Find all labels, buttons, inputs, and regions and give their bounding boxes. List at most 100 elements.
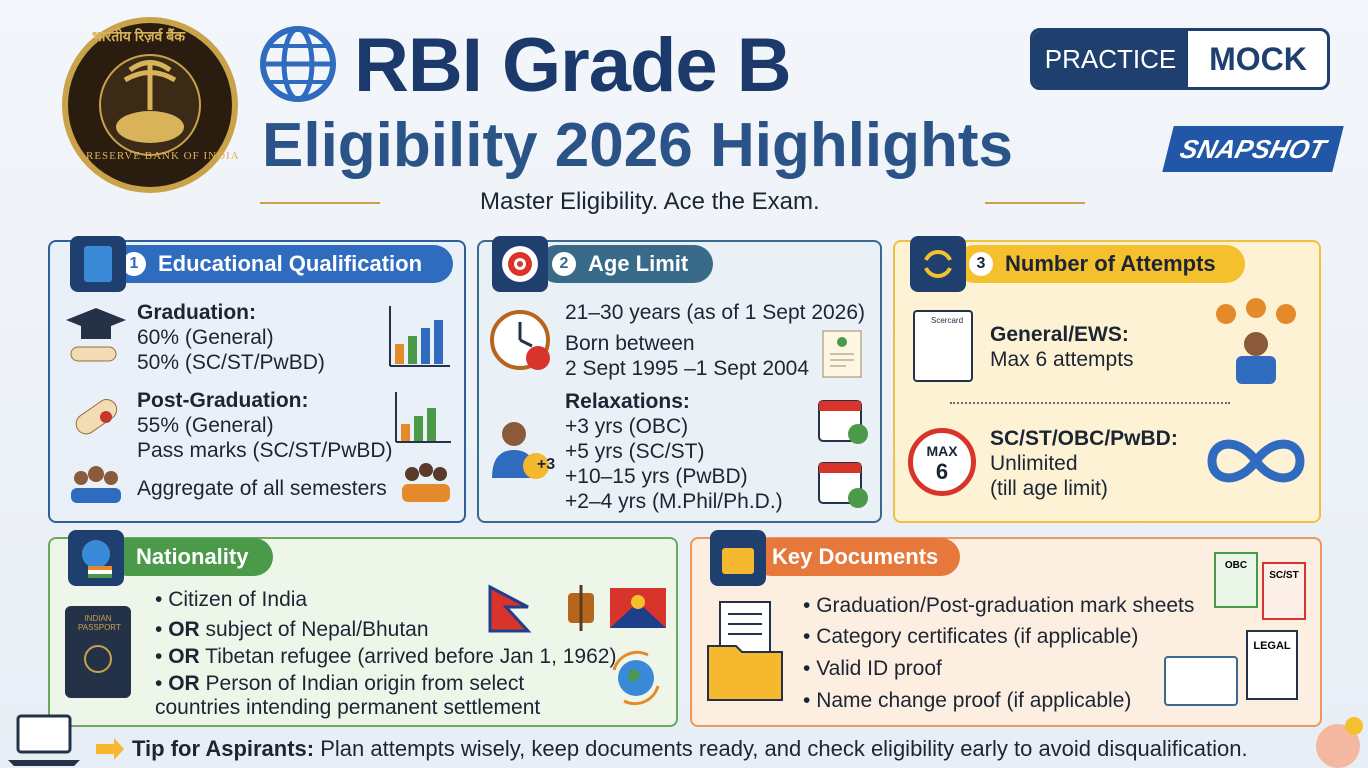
tip-text: Plan attempts wisely, keep documents rea… [320, 736, 1248, 761]
chart-icon [389, 306, 450, 367]
circle [1216, 304, 1236, 324]
rbi-emblem [62, 17, 238, 193]
text: Person of Indian origin from select coun… [155, 672, 541, 719]
list-item: Category certificates (if applicable) [803, 624, 1138, 649]
id-card-icon [1164, 656, 1238, 706]
circle [100, 411, 112, 423]
rect [819, 401, 861, 411]
brain-icon [1316, 717, 1363, 768]
path [924, 250, 952, 278]
folder [722, 548, 754, 574]
circle [104, 471, 118, 485]
prayer-wheel [568, 585, 594, 631]
list-item: OR subject of Nepal/Bhutan [155, 617, 428, 642]
refresh [924, 250, 952, 278]
section-number: 1 [122, 252, 146, 276]
user-cycle-icon [1216, 298, 1296, 384]
tibet-flag [610, 588, 666, 628]
rect [401, 424, 410, 442]
text: Born between [565, 332, 695, 355]
grad-cap-icon [66, 308, 126, 362]
circle [526, 346, 550, 370]
rect [434, 320, 443, 364]
pointer-icon [96, 738, 124, 760]
rect [75, 399, 118, 435]
certificate-icon [822, 330, 862, 378]
diploma-icon [75, 399, 118, 435]
circle [419, 463, 433, 477]
path [628, 669, 640, 682]
path [610, 602, 666, 628]
text: +2–4 yrs (M.Phil/Ph.D.) [565, 490, 783, 513]
section-title: Key Documents [772, 544, 939, 569]
section-number: 3 [969, 252, 993, 276]
path [123, 60, 177, 110]
calendar-icon [818, 400, 868, 444]
prefix: OR [168, 645, 200, 668]
circle [502, 422, 526, 446]
path [830, 353, 854, 367]
text: Pass marks (SC/ST/PwBD) [137, 439, 393, 462]
scorecard-icon: Scercard [913, 310, 973, 382]
globe-flag-icon [68, 530, 124, 586]
calendar-icon [818, 462, 868, 508]
heading: Relaxations: [565, 390, 690, 413]
scst-certificate: SC/ST [1262, 562, 1306, 620]
target [502, 246, 538, 282]
list-item: Graduation/Post-graduation mark sheets [803, 593, 1194, 618]
doc-icon [710, 530, 766, 586]
legal-document: LEGAL [1246, 630, 1298, 700]
rect [408, 336, 417, 364]
rect [402, 484, 450, 502]
rect [88, 574, 112, 578]
emblem-english: RESERVE BANK OF INDIA [86, 150, 240, 162]
snapshot-tag: SNAPSHOT [1162, 126, 1344, 172]
documents-header: Key Documents [752, 538, 960, 576]
nationality-header: Nationality [108, 538, 273, 576]
circle [1276, 304, 1296, 324]
rect [819, 463, 861, 473]
circle [433, 467, 447, 481]
prefix: OR [168, 672, 200, 695]
text: 2 Sept 1995 –1 Sept 2004 [565, 357, 810, 380]
rect [71, 488, 121, 503]
text: 50% (SC/ST/PwBD) [137, 351, 325, 374]
age-header: 2 Age Limit [538, 245, 713, 283]
text: Tibetan refugee (arrived before Jan 1, 1… [205, 645, 617, 668]
clock-icon [490, 310, 550, 370]
rect [414, 416, 423, 442]
list-item: OR Person of Indian origin from select c… [155, 672, 615, 720]
rect [70, 346, 117, 362]
passport-globe [84, 645, 112, 673]
section-title: Nationality [136, 544, 249, 569]
circle [523, 453, 549, 479]
globe [82, 540, 112, 578]
list-item: Citizen of India [155, 587, 307, 612]
circle [848, 424, 868, 444]
divider [260, 202, 380, 204]
infinity-icon [1207, 439, 1305, 483]
path [1207, 439, 1305, 483]
divider [985, 202, 1085, 204]
title-line1: RBI Grade B [354, 23, 792, 108]
tip-label: Tip for Aspirants: [132, 736, 315, 761]
person-badge: +3 [536, 456, 556, 473]
path [728, 613, 762, 635]
heading: Graduation: [137, 301, 256, 324]
passport-label: INDIAN PASSPORT [78, 614, 121, 632]
path [612, 650, 660, 706]
circle [1244, 332, 1268, 356]
path [96, 738, 124, 760]
prefix: OR [168, 618, 200, 641]
circle [517, 261, 523, 267]
circle [84, 645, 112, 673]
obc-certificate: OBC [1214, 552, 1258, 608]
text: Max 6 attempts [990, 348, 1134, 371]
rect [427, 408, 436, 442]
badge-practice: PRACTICE [1033, 31, 1188, 87]
list-item: Name change proof (if applicable) [803, 688, 1131, 713]
circle [1246, 298, 1266, 318]
circle [1316, 724, 1360, 768]
rect [88, 570, 112, 574]
